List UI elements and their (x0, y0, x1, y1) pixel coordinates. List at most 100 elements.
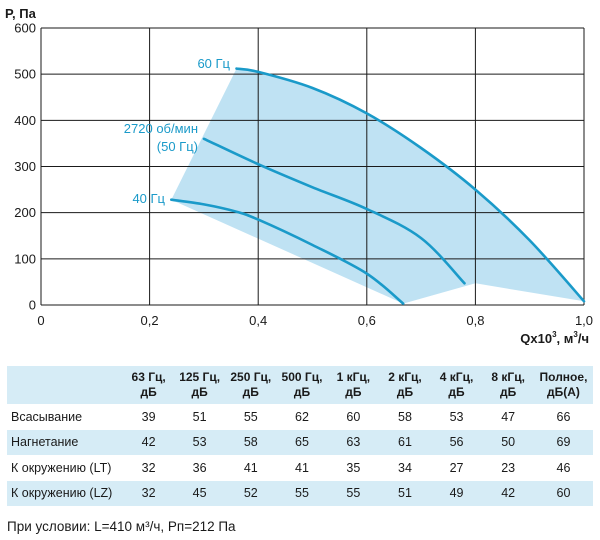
curve-40hz (170, 198, 405, 305)
y-tick-label: 500 (14, 67, 36, 82)
table-cell: 46 (556, 460, 571, 475)
table-row: К окружению (LT) 32 36 41 41 35 34 27 23 46 (7, 455, 593, 481)
header-cell: 4 кГц, дБ (430, 366, 483, 404)
table-cell: 39 (141, 409, 156, 424)
table-cell: 55 (327, 480, 380, 506)
conditions-note: При условии: L=410 м³/ч, Pп=212 Па (7, 519, 236, 534)
table-header-row: 63 Гц, дБ 125 Гц, дБ 250 Гц, дБ 500 Гц, дБ 1 кГц… (7, 366, 593, 404)
table-cell: 23 (501, 460, 516, 475)
table-cell: 47 (501, 409, 516, 424)
header-text: дБ (500, 385, 517, 399)
header-text: дБ (293, 385, 311, 399)
header-text: дБ (191, 385, 208, 399)
header-text: дБ (396, 385, 414, 399)
header-text: 1 кГц, (336, 370, 371, 384)
series-label-50hz: (50 Гц) (157, 139, 198, 154)
header-text: 4 кГц, (439, 370, 474, 384)
table-cell: 51 (379, 480, 431, 506)
row-label: К окружению (LZ) (7, 480, 124, 506)
y-axis-title: P, Па (5, 6, 37, 21)
y-tick-label: 0 (29, 298, 36, 313)
header-text: дБ (242, 385, 259, 399)
header-cell: 63 Гц, дБ (123, 366, 175, 404)
table-cell: 52 (225, 480, 277, 506)
y-tick-label: 300 (14, 159, 36, 174)
header-blank (7, 366, 124, 404)
header-cell: Полное, дБ(А) (533, 366, 593, 404)
table-row: К окружению (LZ) 32 45 52 55 55 51 49 42 60 (7, 480, 593, 506)
header-text: 500 Гц, (281, 370, 323, 384)
table-row: Всасывание 39 51 55 62 60 58 53 47 66 (7, 404, 593, 430)
header-cell: 2 кГц, дБ (379, 366, 431, 404)
table-cell: 32 (123, 480, 175, 506)
series-label-40hz: 40 Гц (132, 191, 165, 206)
x-axis-title: Qx103, м3/ч (520, 330, 589, 345)
table-cell: 51 (192, 409, 207, 424)
table-cell: 42 (123, 429, 175, 455)
grid (40, 27, 585, 306)
table-cell: 56 (430, 429, 483, 455)
row-label: Нагнетание (7, 429, 124, 455)
y-tick-label: 400 (14, 113, 36, 128)
header-text: дБ (448, 385, 465, 399)
header-cell: 500 Гц, дБ (276, 366, 328, 404)
table-cell: 45 (174, 480, 226, 506)
fan-performance-chart: 0 0,2 0,4 0,6 0,8 1,0 0 100 200 300 400 500 600 P, П… (5, 6, 593, 345)
row-label: Всасывание (11, 409, 83, 424)
table-cell: 69 (533, 429, 593, 455)
header-cell: 125 Гц, дБ (174, 366, 226, 404)
table-cell: 58 (398, 409, 412, 424)
x-tick-label: 0,6 (358, 313, 376, 328)
table-row: Нагнетание 42 53 58 65 63 61 56 50 69 (7, 429, 593, 455)
header-text: дБ (140, 385, 157, 399)
ticks: 0 0,2 0,4 0,6 0,8 1,0 0 100 200 300 400 500 600 (14, 21, 593, 329)
table-cell: 62 (295, 409, 309, 424)
header-cell: 8 кГц, дБ (482, 366, 534, 404)
header-cell: 250 Гц, дБ (225, 366, 277, 404)
table-cell: 32 (141, 460, 156, 475)
table-cell: 50 (482, 429, 534, 455)
header-text: 125 Гц, (179, 370, 221, 384)
x-tick-label: 0 (37, 313, 44, 328)
table-cell: 53 (449, 409, 464, 424)
header-text: 2 кГц, (388, 370, 422, 384)
table-cell: 49 (430, 480, 483, 506)
table-cell: 55 (243, 409, 258, 424)
table-cell: 27 (449, 460, 464, 475)
header-text: дБ (345, 385, 362, 399)
header-cell: 1 кГц, дБ (327, 366, 380, 404)
table-cell: 41 (295, 460, 309, 475)
y-tick-label: 200 (14, 205, 36, 220)
table-cell: 42 (482, 480, 534, 506)
x-tick-label: 0,2 (141, 313, 159, 328)
table-cell: 66 (556, 409, 571, 424)
table-cell: 60 (346, 409, 361, 424)
curve-60hz (235, 67, 586, 303)
header-text: дБ(А) (547, 385, 580, 399)
table-cell: 61 (379, 429, 431, 455)
table-cell: 41 (243, 460, 258, 475)
table-cell: 58 (225, 429, 277, 455)
noise-table: 63 Гц, дБ 125 Гц, дБ 250 Гц, дБ 500 Гц, дБ 1 кГц… (7, 366, 593, 506)
curves (170, 67, 586, 305)
table-cell: 36 (192, 460, 207, 475)
x-tick-label: 0,4 (249, 313, 267, 328)
header-text: 63 Гц, (131, 370, 166, 384)
y-tick-label: 600 (14, 21, 36, 36)
series-label-60hz: 60 Гц (197, 56, 230, 71)
table-cell: 35 (346, 460, 361, 475)
table-cell: 60 (533, 480, 593, 506)
x-tick-label: 1,0 (575, 313, 593, 328)
table-cell: 34 (398, 460, 412, 475)
header-text: 8 кГц, (491, 370, 525, 384)
table-cell: 53 (174, 429, 226, 455)
curve-2720rpm (202, 137, 466, 285)
series-label-2720rpm: 2720 об/мин (124, 121, 198, 136)
table-cell: 65 (276, 429, 328, 455)
operating-region (171, 68, 585, 304)
y-tick-label: 100 (14, 251, 36, 266)
x-tick-label: 0,8 (466, 313, 484, 328)
header-text: Полное, (539, 370, 588, 384)
table-cell: 63 (327, 429, 380, 455)
header-text: 250 Гц, (230, 370, 272, 384)
